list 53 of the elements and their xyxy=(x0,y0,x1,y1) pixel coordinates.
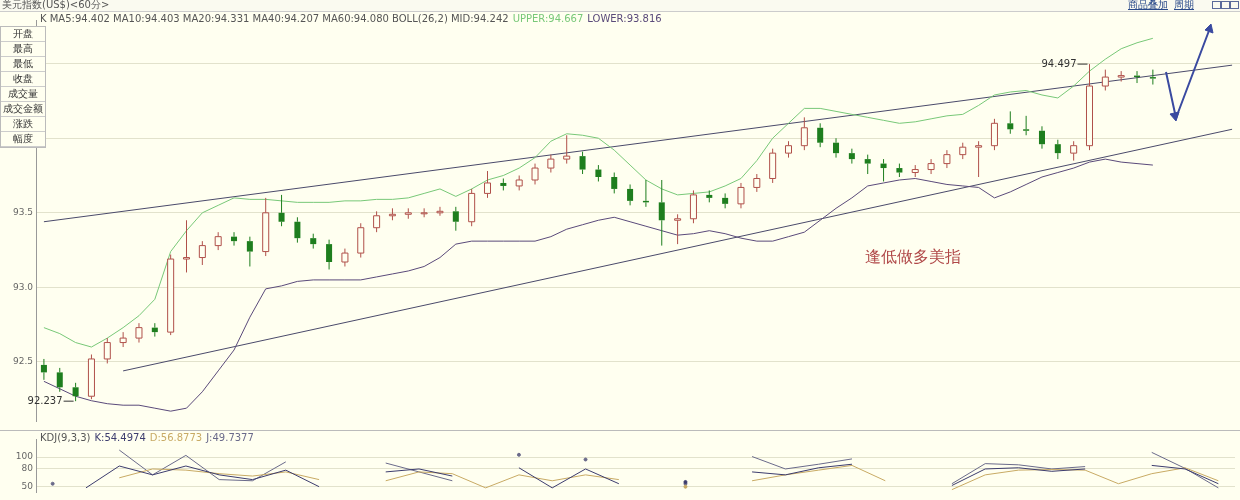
candlestick xyxy=(1023,115,1030,136)
candlestick xyxy=(864,154,871,175)
candlestick xyxy=(627,183,634,206)
candlestick xyxy=(56,367,63,393)
chart-subtitle: K MA5:94.402 MA10:94.403 MA20:94.331 MA40:94.207 MA60:94.080 BOLL(26,2) MID:94.242 xyxy=(40,13,509,24)
text: 开盘 xyxy=(1,27,45,42)
annotation: 成交金额 xyxy=(1,102,45,117)
candlestick xyxy=(817,122,824,148)
candlestick xyxy=(722,192,729,209)
text: D:56.8773 xyxy=(149,432,203,443)
text: 涨跌 xyxy=(1,117,45,132)
candlestick xyxy=(1149,69,1156,86)
text: J:49.7377 xyxy=(206,432,254,443)
candlestick xyxy=(833,137,840,159)
candlestick xyxy=(1054,139,1061,160)
candlestick xyxy=(294,216,301,244)
y-tick-label: 92.5 xyxy=(12,356,33,367)
chart-title: KDJ(9,3,3) xyxy=(40,432,91,443)
candlestick xyxy=(706,189,713,203)
candlestick xyxy=(483,170,492,199)
text: K:54.4974 xyxy=(94,432,146,443)
annotation: 逢低做多美指 xyxy=(865,247,961,268)
annotation: 92.237 xyxy=(27,394,63,406)
chart-title: 美元指数(US$)<60分> xyxy=(2,0,110,11)
text: 收盘 xyxy=(1,72,45,87)
candlestick xyxy=(326,239,333,270)
y-tick-label: 50 xyxy=(21,481,34,492)
candlestick xyxy=(40,358,47,381)
text: 最低 xyxy=(1,57,45,72)
annotation: 成交量 xyxy=(1,87,45,102)
candlestick xyxy=(246,236,253,267)
y-tick-label: 100 xyxy=(15,451,34,462)
candlestick xyxy=(278,194,285,227)
candlestick xyxy=(182,219,191,273)
candlestick xyxy=(595,164,602,182)
candlestick xyxy=(1007,110,1014,135)
y-tick-label: 80 xyxy=(21,463,34,474)
y-tick-label: 93.0 xyxy=(12,281,34,292)
text: 幅度 xyxy=(1,132,45,147)
text: LOWER:93.816 xyxy=(587,13,662,24)
candlestick xyxy=(452,206,459,232)
text: 周期 xyxy=(1174,0,1194,11)
y-tick-label: 93.5 xyxy=(12,207,33,218)
text: UPPER:94.667 xyxy=(512,13,584,24)
candlestick xyxy=(500,177,507,191)
candlestick xyxy=(1038,125,1045,150)
text: 最高 xyxy=(1,42,45,57)
candlestick xyxy=(848,148,855,165)
candlestick xyxy=(310,233,317,250)
annotation: 94.497 xyxy=(1041,57,1077,69)
text: 商品叠加 xyxy=(1128,0,1168,11)
candlestick xyxy=(72,382,79,402)
candlestick xyxy=(658,179,665,247)
